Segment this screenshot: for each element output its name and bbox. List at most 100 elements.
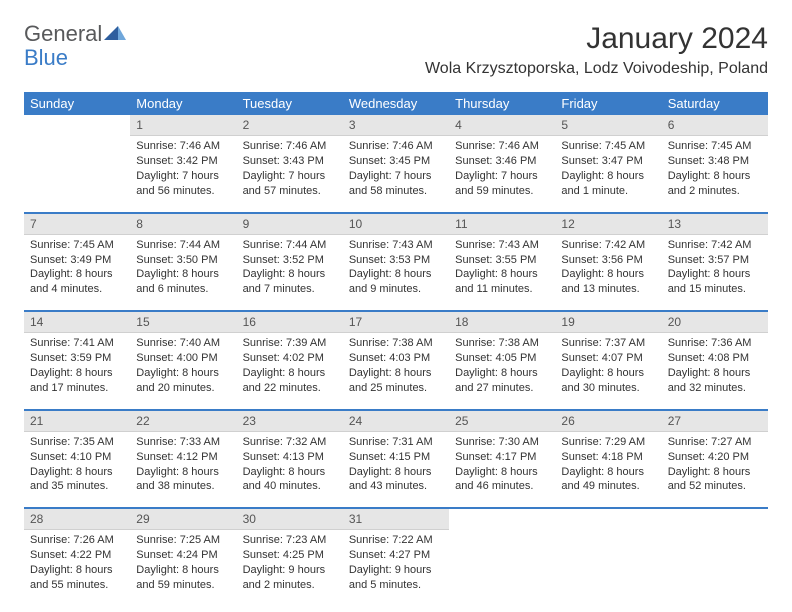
sunset-line: Sunset: 3:49 PM [30, 253, 124, 268]
daylight-line: Daylight: 8 hours and 2 minutes. [668, 169, 762, 199]
sunrise-line: Sunrise: 7:22 AM [349, 533, 443, 548]
sunrise-line: Sunrise: 7:39 AM [243, 336, 337, 351]
sunrise-line: Sunrise: 7:42 AM [561, 238, 655, 253]
daylight-line: Daylight: 8 hours and 49 minutes. [561, 465, 655, 495]
daylight-line: Daylight: 8 hours and 13 minutes. [561, 267, 655, 297]
day-number: 28 [24, 509, 130, 530]
day-number: 17 [343, 312, 449, 333]
week-row: 7Sunrise: 7:45 AMSunset: 3:49 PMDaylight… [24, 214, 768, 308]
day-cell: 15Sunrise: 7:40 AMSunset: 4:00 PMDayligh… [130, 312, 236, 406]
sunrise-line: Sunrise: 7:46 AM [349, 139, 443, 154]
day-body: Sunrise: 7:31 AMSunset: 4:15 PMDaylight:… [343, 432, 449, 504]
sunrise-line: Sunrise: 7:46 AM [136, 139, 230, 154]
day-header: Wednesday [343, 92, 449, 115]
sunrise-line: Sunrise: 7:30 AM [455, 435, 549, 450]
day-number: 16 [237, 312, 343, 333]
day-number: 8 [130, 214, 236, 235]
location: Wola Krzysztoporska, Lodz Voivodeship, P… [425, 60, 768, 78]
day-body: Sunrise: 7:36 AMSunset: 4:08 PMDaylight:… [662, 333, 768, 405]
day-header-row: SundayMondayTuesdayWednesdayThursdayFrid… [24, 92, 768, 115]
sunrise-line: Sunrise: 7:44 AM [243, 238, 337, 253]
day-cell: 23Sunrise: 7:32 AMSunset: 4:13 PMDayligh… [237, 411, 343, 505]
sunrise-line: Sunrise: 7:25 AM [136, 533, 230, 548]
sunrise-line: Sunrise: 7:33 AM [136, 435, 230, 450]
day-number: 15 [130, 312, 236, 333]
day-cell: 13Sunrise: 7:42 AMSunset: 3:57 PMDayligh… [662, 214, 768, 308]
sunrise-line: Sunrise: 7:40 AM [136, 336, 230, 351]
day-number: 4 [449, 115, 555, 136]
day-number: 5 [555, 115, 661, 136]
day-body: Sunrise: 7:45 AMSunset: 3:48 PMDaylight:… [662, 136, 768, 208]
day-cell: 10Sunrise: 7:43 AMSunset: 3:53 PMDayligh… [343, 214, 449, 308]
daylight-line: Daylight: 7 hours and 58 minutes. [349, 169, 443, 199]
sunset-line: Sunset: 4:08 PM [668, 351, 762, 366]
daylight-line: Daylight: 9 hours and 2 minutes. [243, 563, 337, 593]
day-body: Sunrise: 7:26 AMSunset: 4:22 PMDaylight:… [24, 530, 130, 602]
sunrise-line: Sunrise: 7:26 AM [30, 533, 124, 548]
sunset-line: Sunset: 4:24 PM [136, 548, 230, 563]
day-body: Sunrise: 7:35 AMSunset: 4:10 PMDaylight:… [24, 432, 130, 504]
day-number: 14 [24, 312, 130, 333]
month-title: January 2024 [425, 22, 768, 56]
sunset-line: Sunset: 3:55 PM [455, 253, 549, 268]
sunrise-line: Sunrise: 7:23 AM [243, 533, 337, 548]
sunset-line: Sunset: 3:57 PM [668, 253, 762, 268]
day-cell: 25Sunrise: 7:30 AMSunset: 4:17 PMDayligh… [449, 411, 555, 505]
day-header: Thursday [449, 92, 555, 115]
day-body: Sunrise: 7:38 AMSunset: 4:05 PMDaylight:… [449, 333, 555, 405]
day-body: Sunrise: 7:43 AMSunset: 3:55 PMDaylight:… [449, 235, 555, 307]
day-body: Sunrise: 7:37 AMSunset: 4:07 PMDaylight:… [555, 333, 661, 405]
day-header: Tuesday [237, 92, 343, 115]
day-cell [662, 509, 768, 603]
daylight-line: Daylight: 8 hours and 27 minutes. [455, 366, 549, 396]
daylight-line: Daylight: 8 hours and 17 minutes. [30, 366, 124, 396]
day-cell [449, 509, 555, 603]
day-cell: 16Sunrise: 7:39 AMSunset: 4:02 PMDayligh… [237, 312, 343, 406]
day-cell: 4Sunrise: 7:46 AMSunset: 3:46 PMDaylight… [449, 115, 555, 209]
day-number: 13 [662, 214, 768, 235]
daylight-line: Daylight: 7 hours and 56 minutes. [136, 169, 230, 199]
daylight-line: Daylight: 9 hours and 5 minutes. [349, 563, 443, 593]
daylight-line: Daylight: 7 hours and 59 minutes. [455, 169, 549, 199]
day-body: Sunrise: 7:44 AMSunset: 3:52 PMDaylight:… [237, 235, 343, 307]
week-row: 1Sunrise: 7:46 AMSunset: 3:42 PMDaylight… [24, 115, 768, 209]
day-cell: 24Sunrise: 7:31 AMSunset: 4:15 PMDayligh… [343, 411, 449, 505]
day-body: Sunrise: 7:44 AMSunset: 3:50 PMDaylight:… [130, 235, 236, 307]
daylight-line: Daylight: 8 hours and 40 minutes. [243, 465, 337, 495]
sunset-line: Sunset: 4:13 PM [243, 450, 337, 465]
daylight-line: Daylight: 8 hours and 35 minutes. [30, 465, 124, 495]
sunrise-line: Sunrise: 7:35 AM [30, 435, 124, 450]
day-number: 25 [449, 411, 555, 432]
daylight-line: Daylight: 8 hours and 52 minutes. [668, 465, 762, 495]
sunrise-line: Sunrise: 7:41 AM [30, 336, 124, 351]
sunset-line: Sunset: 4:05 PM [455, 351, 549, 366]
week-row: 14Sunrise: 7:41 AMSunset: 3:59 PMDayligh… [24, 312, 768, 406]
day-cell: 6Sunrise: 7:45 AMSunset: 3:48 PMDaylight… [662, 115, 768, 209]
day-cell: 14Sunrise: 7:41 AMSunset: 3:59 PMDayligh… [24, 312, 130, 406]
day-body: Sunrise: 7:39 AMSunset: 4:02 PMDaylight:… [237, 333, 343, 405]
day-cell: 21Sunrise: 7:35 AMSunset: 4:10 PMDayligh… [24, 411, 130, 505]
day-cell [555, 509, 661, 603]
sunrise-line: Sunrise: 7:42 AM [668, 238, 762, 253]
day-number: 9 [237, 214, 343, 235]
daylight-line: Daylight: 8 hours and 4 minutes. [30, 267, 124, 297]
day-header: Friday [555, 92, 661, 115]
day-body: Sunrise: 7:46 AMSunset: 3:42 PMDaylight:… [130, 136, 236, 208]
sunrise-line: Sunrise: 7:43 AM [455, 238, 549, 253]
daylight-line: Daylight: 8 hours and 6 minutes. [136, 267, 230, 297]
day-cell: 30Sunrise: 7:23 AMSunset: 4:25 PMDayligh… [237, 509, 343, 603]
sunset-line: Sunset: 4:17 PM [455, 450, 549, 465]
sunset-line: Sunset: 3:42 PM [136, 154, 230, 169]
day-number: 7 [24, 214, 130, 235]
day-body: Sunrise: 7:29 AMSunset: 4:18 PMDaylight:… [555, 432, 661, 504]
sunrise-line: Sunrise: 7:38 AM [455, 336, 549, 351]
daylight-line: Daylight: 8 hours and 20 minutes. [136, 366, 230, 396]
day-body: Sunrise: 7:43 AMSunset: 3:53 PMDaylight:… [343, 235, 449, 307]
daylight-line: Daylight: 8 hours and 22 minutes. [243, 366, 337, 396]
sunrise-line: Sunrise: 7:43 AM [349, 238, 443, 253]
day-body: Sunrise: 7:46 AMSunset: 3:46 PMDaylight:… [449, 136, 555, 208]
day-number: 26 [555, 411, 661, 432]
sunset-line: Sunset: 4:02 PM [243, 351, 337, 366]
sunset-line: Sunset: 3:56 PM [561, 253, 655, 268]
sunrise-line: Sunrise: 7:31 AM [349, 435, 443, 450]
